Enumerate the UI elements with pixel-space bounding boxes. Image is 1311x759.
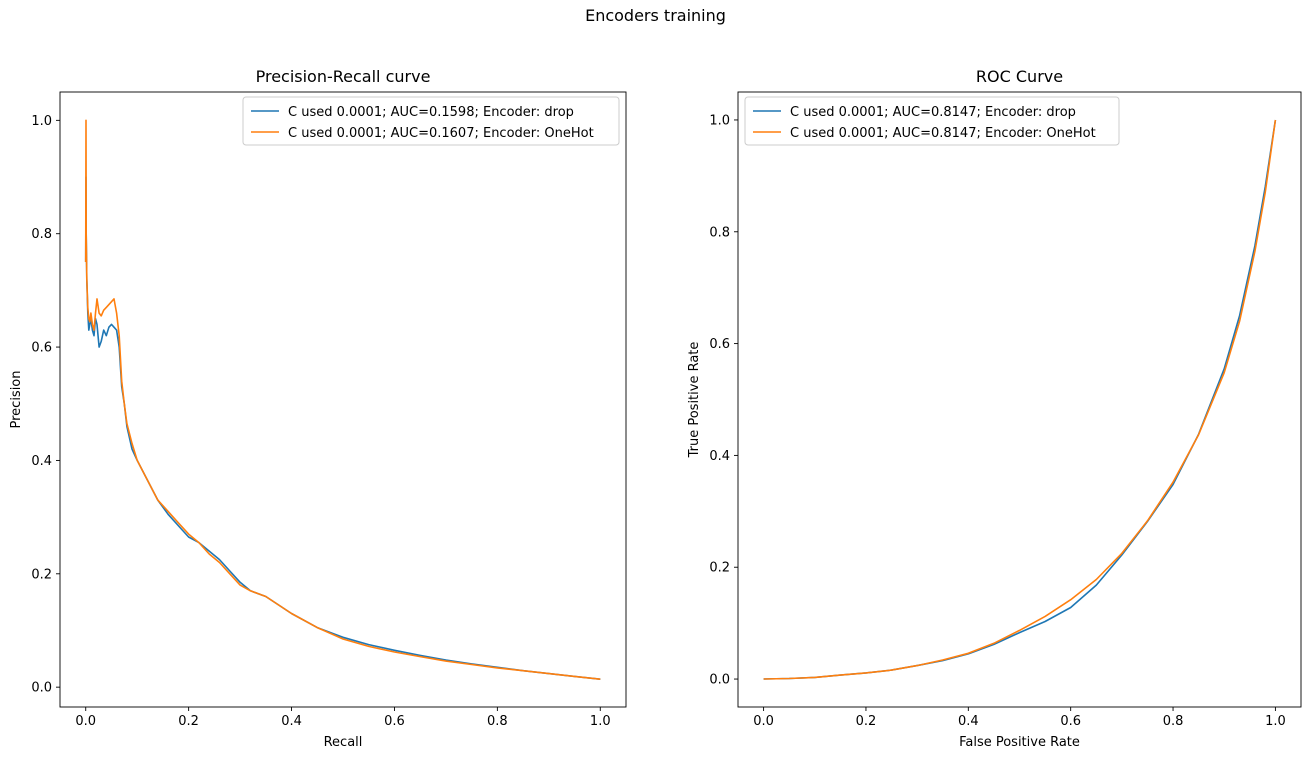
panel2-title: ROC Curve [976, 67, 1063, 86]
panel2-x-tick-label: 0.6 [1060, 714, 1081, 729]
panel1-x-tick-label: 0.4 [281, 714, 302, 729]
panel2-x-tick-label: 0.2 [856, 714, 877, 729]
panel2-series-line-1 [763, 119, 1277, 680]
panel1-x-tick-label: 1.0 [590, 714, 611, 729]
panel1-y-tick-label: 0.4 [31, 454, 52, 469]
panel2-legend-label-2: C used 0.0001; AUC=0.8147; Encoder: OneH… [790, 126, 1096, 141]
panel1-y-axis-label: Precision [9, 370, 24, 428]
panel2-legend-box [744, 96, 1120, 146]
panel2-x-tick-label: 0.0 [753, 714, 774, 729]
panel2-y-tick-label: 0.0 [709, 673, 730, 688]
panel1-series-line-2 [84, 119, 601, 680]
panel1-y-tick-label: 0.8 [31, 227, 52, 242]
panel1-x-axis-label: Recall [324, 735, 363, 750]
panel2-y-axis-label: True Positive Rate [687, 342, 702, 459]
panel1-x-tick-label: 0.6 [384, 714, 405, 729]
panel1-x-tick-label: 0.8 [487, 714, 508, 729]
panel2-legend-label-1: C used 0.0001; AUC=0.8147; Encoder: drop [790, 105, 1076, 120]
panel1-y-tick-label: 0.0 [31, 681, 52, 696]
panel1-y-tick-label: 1.0 [31, 114, 52, 129]
panel1-series-line-1 [84, 176, 601, 680]
panel2-y-tick-label: 0.2 [709, 561, 730, 576]
panel1-x-tick-label: 0.0 [75, 714, 96, 729]
panel2-series-line-2 [763, 119, 1277, 680]
panel2-x-tick-label: 0.4 [958, 714, 979, 729]
panel2-axes-frame [737, 91, 1302, 708]
panel1-x-tick-label: 0.2 [178, 714, 199, 729]
panel1-legend-label-1: C used 0.0001; AUC=0.1598; Encoder: drop [288, 105, 574, 120]
panel2-x-tick-label: 1.0 [1265, 714, 1286, 729]
panel1-y-tick-label: 0.2 [31, 567, 52, 582]
panel2-x-axis-label: False Positive Rate [959, 735, 1080, 750]
panel1-legend-box [242, 96, 620, 146]
panel1-title: Precision-Recall curve [256, 67, 431, 86]
panel2-y-tick-label: 0.8 [709, 225, 730, 240]
panel1-legend-label-2: C used 0.0001; AUC=0.1607; Encoder: OneH… [288, 126, 594, 141]
panel2-y-tick-label: 1.0 [709, 113, 730, 128]
panel1-axes-frame [59, 91, 627, 708]
figure-title: Encoders training [585, 6, 726, 25]
panel2-y-tick-label: 0.6 [709, 337, 730, 352]
panel2-y-tick-label: 0.4 [709, 449, 730, 464]
panel2-x-tick-label: 0.8 [1163, 714, 1184, 729]
panel1-y-tick-label: 0.6 [31, 341, 52, 356]
